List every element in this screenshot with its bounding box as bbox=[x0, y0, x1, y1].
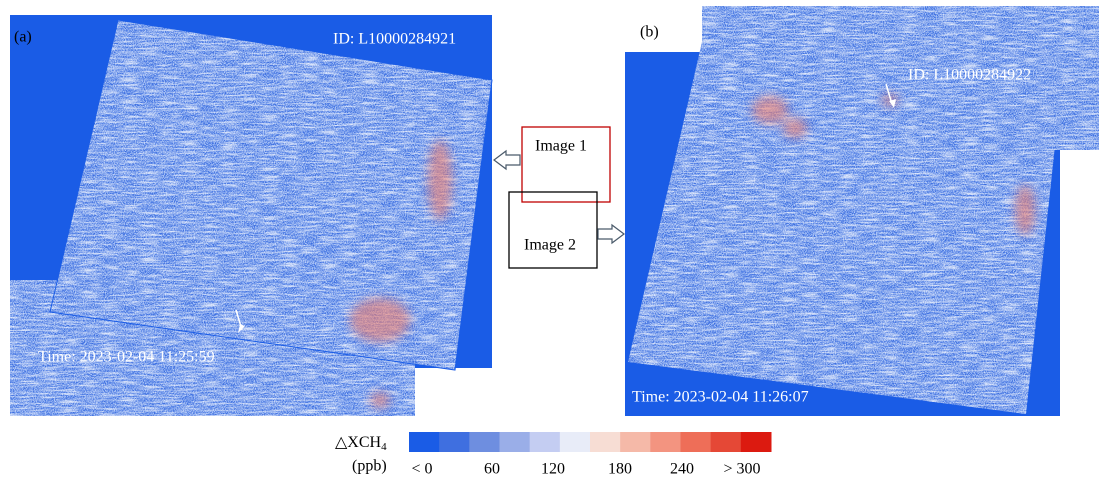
colorbar-label: 120 bbox=[541, 461, 565, 478]
colorbar-swatch bbox=[711, 432, 742, 452]
colorbar: △XCH4 (ppb) < 0 60 120 180 240 > 300 bbox=[335, 432, 772, 478]
colorbar-swatch bbox=[681, 432, 712, 452]
panel-b: (b) ID: L10000284922 Time: 2023-02-04 11… bbox=[600, 0, 1099, 420]
image-time: Time: 2023-02-04 11:25:59 bbox=[38, 349, 215, 366]
colorbar-title: △XCH4 bbox=[335, 434, 387, 453]
colorbar-swatch bbox=[469, 432, 500, 452]
arrow-left bbox=[494, 151, 520, 169]
image1-label: Image 1 bbox=[535, 138, 587, 155]
colorbar-label: 60 bbox=[484, 461, 500, 478]
colorbar-swatch bbox=[620, 432, 651, 452]
colorbar-swatch bbox=[560, 432, 591, 452]
overlap-diagram: Image 1 Image 2 bbox=[494, 127, 624, 268]
colorbar-swatch bbox=[409, 432, 440, 452]
colorbar-swatch bbox=[500, 432, 531, 452]
image2-box bbox=[509, 192, 597, 268]
colorbar-label: 240 bbox=[670, 461, 694, 478]
arrow-right bbox=[598, 225, 624, 243]
colorbar-swatch bbox=[650, 432, 681, 452]
colorbar-swatch bbox=[439, 432, 470, 452]
colorbar-swatch bbox=[741, 432, 772, 452]
image-id: ID: L10000284921 bbox=[333, 31, 456, 48]
image-id: ID: L10000284922 bbox=[908, 67, 1031, 84]
colorbar-swatch bbox=[530, 432, 561, 452]
image-time: Time: 2023-02-04 11:26:07 bbox=[632, 389, 809, 406]
colorbar-unit: (ppb) bbox=[352, 458, 387, 475]
panel-a: (a) ID: L10000284921 Time: 2023-02-04 11… bbox=[0, 0, 500, 420]
colorbar-label: < 0 bbox=[411, 461, 432, 478]
colorbar-subscript: 4 bbox=[381, 441, 387, 453]
image2-label: Image 2 bbox=[524, 237, 576, 254]
colorbar-label: > 300 bbox=[723, 461, 760, 478]
panel-label: (b) bbox=[640, 24, 659, 41]
figure: (a) ID: L10000284921 Time: 2023-02-04 11… bbox=[0, 0, 1099, 481]
colorbar-swatch bbox=[590, 432, 621, 452]
colorbar-title-text: △XCH bbox=[335, 434, 382, 451]
colorbar-label: 180 bbox=[608, 461, 632, 478]
panel-label: (a) bbox=[14, 29, 32, 46]
